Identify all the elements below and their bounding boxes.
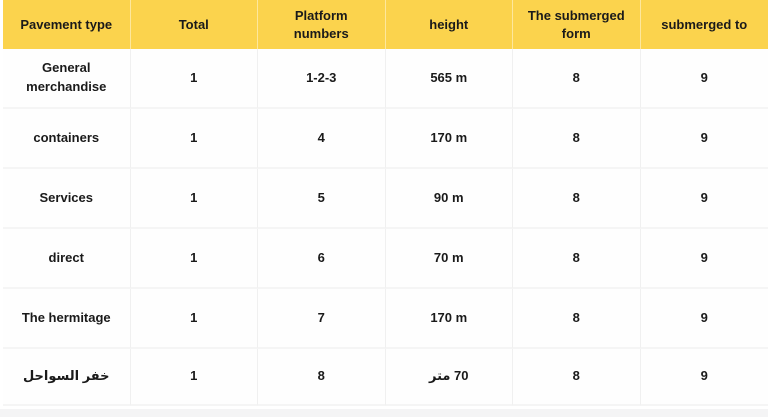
cell-text: 1-2-3 bbox=[306, 69, 337, 85]
table-cell: 9 bbox=[640, 109, 768, 169]
cell-text: General merchandise bbox=[26, 60, 107, 94]
table-cell: 9 bbox=[640, 349, 768, 406]
column-header: The submerged form bbox=[513, 0, 641, 49]
cell-text: 8 bbox=[572, 309, 580, 325]
cell-text: 1 bbox=[190, 189, 198, 205]
table-cell: 1 bbox=[130, 349, 258, 406]
cell-text: 6 bbox=[317, 249, 325, 265]
table-cell: 8 bbox=[513, 49, 641, 109]
table-cell: 8 bbox=[513, 229, 641, 289]
table-cell: 4 bbox=[258, 109, 386, 169]
table-cell: 9 bbox=[640, 229, 768, 289]
table-cell: Services bbox=[3, 169, 131, 229]
cell-text: 9 bbox=[700, 309, 708, 325]
cell-text: 1 bbox=[190, 249, 198, 265]
cell-text: 9 bbox=[700, 129, 708, 145]
column-header: height bbox=[385, 0, 513, 49]
table-cell: 9 bbox=[640, 289, 768, 349]
cell-text: 8 bbox=[572, 249, 580, 265]
cell-text: خفر السواحل bbox=[22, 368, 110, 384]
table-cell: General merchandise bbox=[3, 49, 131, 109]
table-cell: containers bbox=[3, 109, 131, 169]
column-header: Pavement type bbox=[3, 0, 131, 49]
cell-text: 5 bbox=[317, 189, 325, 205]
table-row: containers 1 4 170 m 8 9 bbox=[3, 109, 768, 169]
table-cell: 8 bbox=[513, 109, 641, 169]
table-cell: 1-2-3 bbox=[258, 49, 386, 109]
cell-text: 1 bbox=[190, 129, 198, 145]
cell-text: 70 m bbox=[433, 249, 464, 265]
cell-text: 4 bbox=[317, 129, 325, 145]
table-cell: 70 متر bbox=[385, 349, 513, 406]
table-cell: 1 bbox=[130, 229, 258, 289]
cell-text: 7 bbox=[317, 309, 325, 325]
table-row: Services 1 5 90 m 8 9 bbox=[3, 169, 768, 229]
table-cell: 1 bbox=[130, 109, 258, 169]
table-cell: 8 bbox=[513, 169, 641, 229]
table-header-row: Pavement type Total Platform numbers height… bbox=[3, 0, 768, 49]
table-cell: 7 bbox=[258, 289, 386, 349]
pavement-table: Pavement type Total Platform numbers height… bbox=[3, 0, 768, 406]
cell-text: 565 m bbox=[430, 69, 468, 85]
cell-text: 1 bbox=[190, 69, 198, 85]
cell-text: direct bbox=[48, 249, 84, 265]
table-row: direct 1 6 70 m 8 9 bbox=[3, 229, 768, 289]
table-cell: 1 bbox=[130, 49, 258, 109]
table-cell: 5 bbox=[258, 169, 386, 229]
table-row: خفر السواحل 1 8 70 متر 8 9 bbox=[3, 349, 768, 406]
table-cell: 9 bbox=[640, 49, 768, 109]
page-background-strip bbox=[0, 409, 768, 417]
table-cell: 6 bbox=[258, 229, 386, 289]
cell-text: 8 bbox=[572, 129, 580, 145]
cell-text: 9 bbox=[700, 368, 708, 384]
table-cell: direct bbox=[3, 229, 131, 289]
table-cell: 8 bbox=[258, 349, 386, 406]
table-cell: 1 bbox=[130, 289, 258, 349]
column-header: Total bbox=[130, 0, 258, 49]
table-cell: The hermitage bbox=[3, 289, 131, 349]
cell-text: 70 متر bbox=[428, 368, 469, 384]
table-cell: 565 m bbox=[385, 49, 513, 109]
table-cell: خفر السواحل bbox=[3, 349, 131, 406]
cell-text: 8 bbox=[572, 69, 580, 85]
cell-text: 90 m bbox=[433, 189, 464, 205]
table-cell: 90 m bbox=[385, 169, 513, 229]
cell-text: 8 bbox=[572, 189, 580, 205]
cell-text: 9 bbox=[700, 69, 708, 85]
cell-text: containers bbox=[33, 129, 100, 145]
cell-text: 9 bbox=[700, 249, 708, 265]
table-cell: 170 m bbox=[385, 109, 513, 169]
column-header: submerged to bbox=[640, 0, 768, 49]
table-cell: 8 bbox=[513, 289, 641, 349]
cell-text: 1 bbox=[190, 309, 198, 325]
cell-text: The hermitage bbox=[21, 309, 111, 325]
cell-text: 170 m bbox=[430, 309, 468, 325]
table-cell: 8 bbox=[513, 349, 641, 406]
cell-text: 170 m bbox=[430, 129, 468, 145]
cell-text: 8 bbox=[572, 368, 580, 384]
cell-text: 9 bbox=[700, 189, 708, 205]
column-header: Platform numbers bbox=[258, 0, 386, 49]
table-cell: 9 bbox=[640, 169, 768, 229]
table-cell: 1 bbox=[130, 169, 258, 229]
table-cell: 170 m bbox=[385, 289, 513, 349]
table-row: General merchandise 1 1-2-3 565 m 8 9 bbox=[3, 49, 768, 109]
cell-text: Services bbox=[39, 189, 94, 205]
cell-text: 1 bbox=[190, 368, 198, 384]
cell-text: 8 bbox=[317, 368, 325, 384]
table-cell: 70 m bbox=[385, 229, 513, 289]
table-row: The hermitage 1 7 170 m 8 9 bbox=[3, 289, 768, 349]
